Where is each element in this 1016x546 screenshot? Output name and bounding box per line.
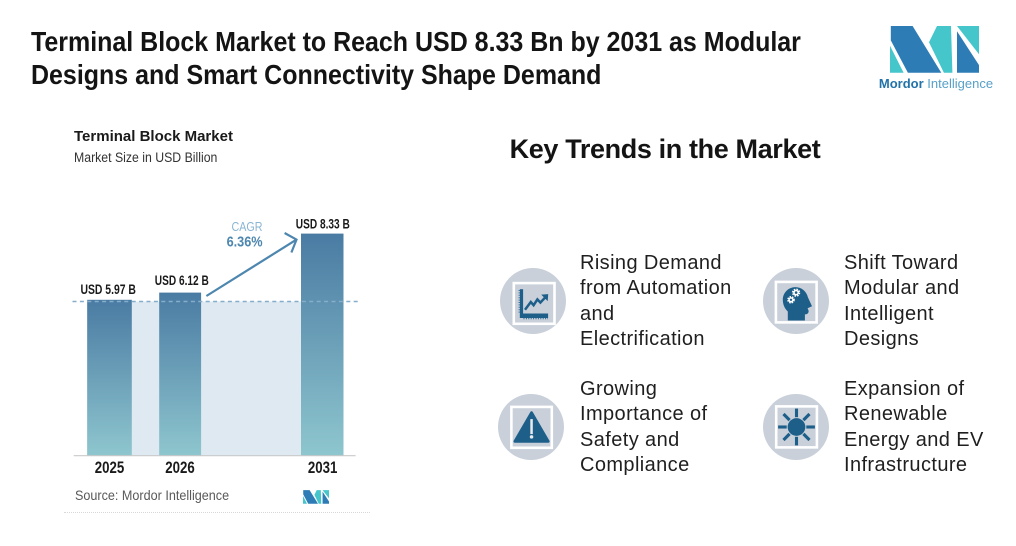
svg-text:6.36%: 6.36% (227, 233, 263, 250)
svg-text:2026: 2026 (165, 458, 195, 477)
svg-text:2031: 2031 (308, 458, 338, 477)
svg-text:USD 8.33 B: USD 8.33 B (296, 216, 350, 232)
svg-text:USD 6.12 B: USD 6.12 B (155, 272, 209, 288)
svg-text:CAGR: CAGR (232, 219, 263, 234)
svg-text:2025: 2025 (95, 458, 125, 477)
svg-text:USD 5.97 B: USD 5.97 B (80, 281, 136, 297)
